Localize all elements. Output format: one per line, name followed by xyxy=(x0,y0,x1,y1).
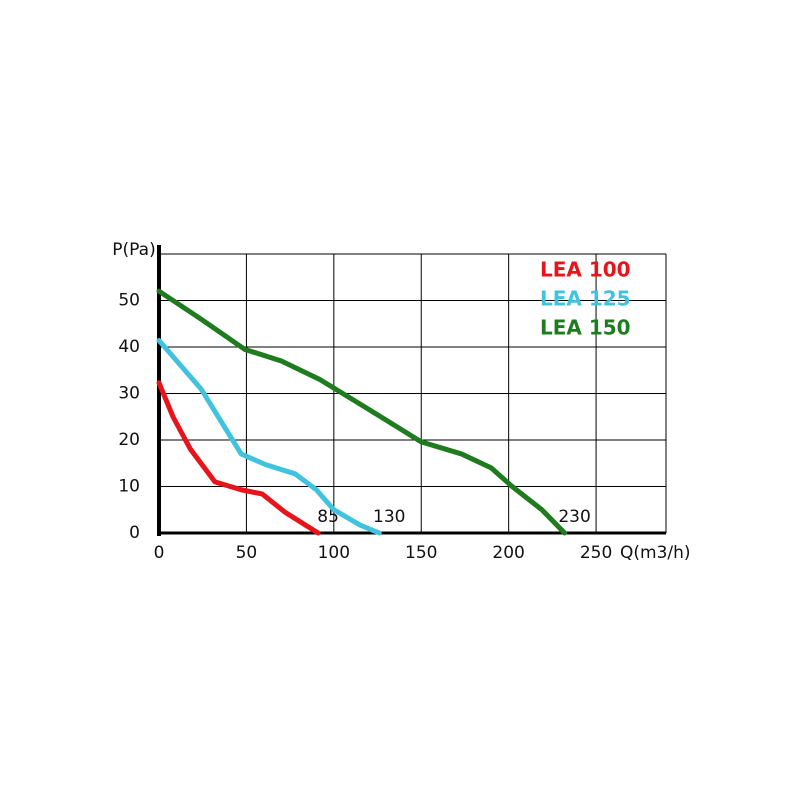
legend-entry: LEA 150 xyxy=(540,316,631,340)
x-tick-label: 200 xyxy=(492,543,524,563)
y-tick-label: 30 xyxy=(118,384,140,404)
x-tick-label: 250 xyxy=(580,543,612,563)
end-label: 230 xyxy=(558,507,590,527)
series-line xyxy=(156,337,382,536)
x-axis-label: Q(m3/h) xyxy=(620,543,691,563)
legend-entry: LEA 125 xyxy=(540,287,631,311)
y-tick-label: 50 xyxy=(118,291,140,311)
series-line xyxy=(156,288,568,536)
x-tick-label: 0 xyxy=(154,543,165,563)
y-tick-label: 10 xyxy=(118,477,140,497)
y-axis-label: P(Pa) xyxy=(112,240,155,260)
series-line xyxy=(156,380,321,536)
x-tick-label: 150 xyxy=(405,543,437,563)
end-label: 130 xyxy=(373,507,405,527)
y-tick-label: 20 xyxy=(118,430,140,450)
x-tick-label: 50 xyxy=(236,543,258,563)
x-tick-label: 100 xyxy=(318,543,350,563)
legend-entry: LEA 100 xyxy=(540,258,631,282)
y-tick-label: 40 xyxy=(118,337,140,357)
y-tick-label: 0 xyxy=(129,523,140,543)
